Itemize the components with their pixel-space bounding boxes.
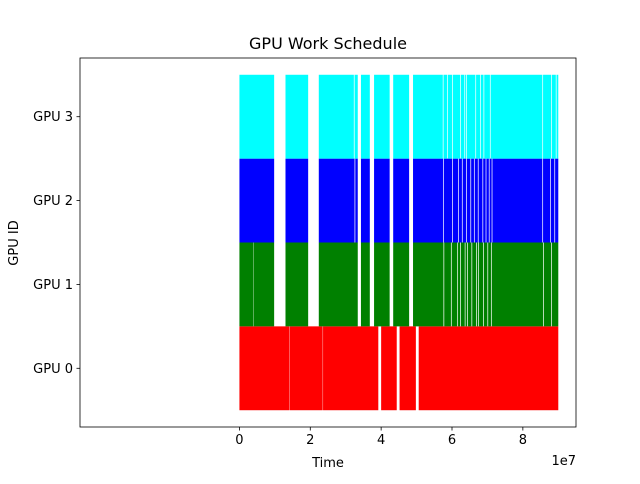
task-bar-gpu1-18 — [488, 242, 491, 327]
task-bar-gpu3-20 — [556, 74, 559, 159]
task-bar-gpu3-13 — [466, 74, 476, 159]
task-bar-gpu2-11 — [462, 158, 467, 243]
task-bar-gpu0-4 — [399, 326, 416, 411]
task-bar-gpu3-4 — [360, 74, 370, 159]
task-bar-gpu2-4 — [360, 158, 370, 243]
x-tick-label: 2 — [306, 433, 314, 448]
task-bar-gpu2-2 — [318, 158, 355, 243]
task-bar-gpu0-5 — [418, 326, 559, 411]
task-bar-gpu3-8 — [443, 74, 448, 159]
task-bar-gpu0-0 — [239, 326, 290, 411]
x-tick-label: 6 — [448, 433, 456, 448]
task-bar-gpu1-2 — [285, 242, 309, 327]
task-bar-gpu3-17 — [490, 74, 543, 159]
task-bar-gpu0-3 — [381, 326, 397, 411]
y-tick-label: GPU 3 — [33, 110, 73, 125]
task-bar-gpu1-6 — [393, 242, 410, 327]
task-bar-gpu3-12 — [465, 74, 467, 159]
task-bar-gpu2-16 — [483, 158, 486, 243]
task-bar-gpu1-7 — [413, 242, 444, 327]
task-bar-gpu2-8 — [443, 158, 452, 243]
task-bar-gpu2-10 — [458, 158, 462, 243]
task-bar-gpu3-6 — [393, 74, 410, 159]
task-bar-gpu2-17 — [486, 158, 489, 243]
task-bar-gpu2-19 — [492, 158, 543, 243]
task-bar-gpu1-10 — [458, 242, 461, 327]
x-tick-label: 8 — [519, 433, 527, 448]
task-bar-gpu2-18 — [489, 158, 492, 243]
task-bar-gpu3-0 — [239, 74, 275, 159]
task-bar-gpu3-18 — [543, 74, 552, 159]
task-bar-gpu1-0 — [239, 242, 254, 327]
task-bar-gpu1-21 — [551, 242, 559, 327]
task-bar-gpu1-15 — [476, 242, 479, 327]
task-bar-gpu1-9 — [451, 242, 458, 327]
x-tick-label: 0 — [235, 433, 243, 448]
bars-layer — [239, 74, 559, 411]
task-bar-gpu2-20 — [543, 158, 551, 243]
y-axis-label: GPU ID — [7, 220, 22, 265]
y-tick-label: GPU 2 — [33, 194, 73, 209]
x-axis-label: Time — [311, 456, 344, 471]
task-bar-gpu1-11 — [460, 242, 465, 327]
plot-frame — [79, 57, 577, 428]
task-bar-gpu3-5 — [374, 74, 390, 159]
task-bar-gpu1-8 — [444, 242, 451, 327]
task-bar-gpu3-1 — [285, 74, 309, 159]
y-tick-label: GPU 1 — [33, 278, 73, 293]
axes-layer: 0 2 4 6 8 GPU 0 GPU 1 GPU 2 GPU 3 — [33, 57, 577, 448]
x-offset-text: 1e7 — [551, 454, 576, 469]
task-bar-gpu2-22 — [555, 158, 559, 243]
task-bar-gpu3-2 — [318, 74, 354, 159]
task-bar-gpu1-12 — [465, 242, 468, 327]
chart-title: GPU Work Schedule — [249, 34, 407, 53]
task-bar-gpu1-1 — [253, 242, 275, 327]
task-bar-gpu2-12 — [466, 158, 471, 243]
task-bar-gpu3-3 — [354, 74, 358, 159]
x-tick-label: 4 — [377, 433, 385, 448]
task-bar-gpu3-16 — [484, 74, 490, 159]
task-bar-gpu2-3 — [355, 158, 358, 243]
task-bar-gpu2-1 — [285, 158, 309, 243]
task-bar-gpu2-9 — [452, 158, 459, 243]
task-bar-gpu1-4 — [360, 242, 370, 327]
task-bar-gpu0-1 — [289, 326, 323, 411]
task-bar-gpu0-2 — [323, 326, 379, 411]
task-bar-gpu2-21 — [550, 158, 555, 243]
task-bar-gpu1-5 — [374, 242, 390, 327]
task-bar-gpu2-13 — [471, 158, 474, 243]
task-bar-gpu1-14 — [472, 242, 477, 327]
task-bar-gpu3-10 — [452, 74, 461, 159]
task-bar-gpu3-15 — [480, 74, 484, 159]
task-bar-gpu3-11 — [460, 74, 465, 159]
task-bar-gpu3-7 — [413, 74, 443, 159]
task-bar-gpu3-19 — [551, 74, 556, 159]
task-bar-gpu1-20 — [543, 242, 552, 327]
task-bar-gpu3-14 — [476, 74, 480, 159]
task-bar-gpu1-16 — [478, 242, 484, 327]
task-bar-gpu2-0 — [239, 158, 275, 243]
task-bar-gpu1-17 — [483, 242, 488, 327]
task-bar-gpu1-13 — [467, 242, 472, 327]
task-bar-gpu2-6 — [393, 158, 410, 243]
task-bar-gpu2-14 — [474, 158, 478, 243]
task-bar-gpu1-3 — [318, 242, 358, 327]
task-bar-gpu3-9 — [447, 74, 452, 159]
task-bar-gpu2-7 — [413, 158, 444, 243]
task-bar-gpu2-5 — [374, 158, 390, 243]
task-bar-gpu2-15 — [478, 158, 483, 243]
task-bar-gpu1-19 — [491, 242, 544, 327]
y-tick-label: GPU 0 — [33, 362, 73, 377]
